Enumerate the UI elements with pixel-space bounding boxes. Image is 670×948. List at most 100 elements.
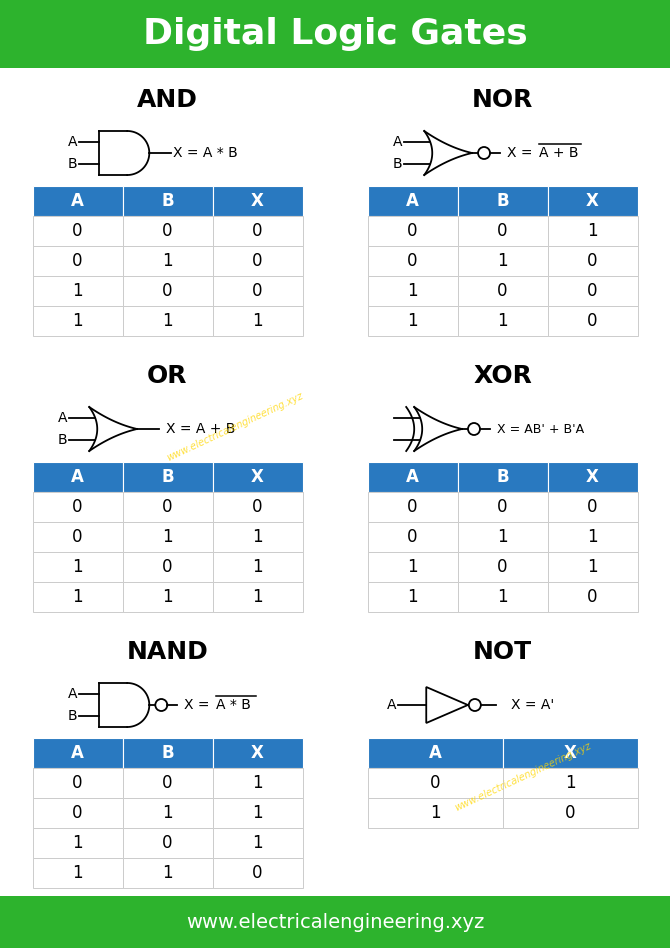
Text: 0: 0 — [407, 222, 418, 240]
Bar — [212, 552, 302, 582]
Circle shape — [155, 699, 168, 711]
Text: 0: 0 — [162, 282, 173, 300]
Bar — [123, 462, 212, 492]
Text: B: B — [68, 709, 77, 723]
Text: 1: 1 — [497, 588, 508, 606]
Text: 1: 1 — [252, 528, 263, 546]
Bar — [458, 276, 547, 306]
Text: 1: 1 — [252, 558, 263, 576]
Bar — [123, 798, 212, 828]
Text: B: B — [161, 192, 174, 210]
Text: 1: 1 — [72, 834, 83, 852]
Text: 0: 0 — [72, 804, 83, 822]
Text: 0: 0 — [497, 222, 508, 240]
Bar — [212, 858, 302, 888]
Text: 0: 0 — [252, 282, 263, 300]
Bar — [212, 492, 302, 522]
Bar — [123, 552, 212, 582]
Text: A: A — [406, 192, 419, 210]
Text: 1: 1 — [587, 528, 598, 546]
Bar — [547, 276, 637, 306]
Text: X = A * B: X = A * B — [174, 146, 238, 160]
Text: 1: 1 — [72, 312, 83, 330]
Bar — [33, 522, 123, 552]
Text: 0: 0 — [252, 498, 263, 516]
Text: 1: 1 — [162, 312, 173, 330]
Text: NOR: NOR — [472, 88, 533, 112]
Bar — [458, 582, 547, 612]
Text: 0: 0 — [587, 312, 598, 330]
Text: X: X — [586, 192, 599, 210]
Bar — [33, 216, 123, 246]
Text: 1: 1 — [407, 558, 418, 576]
Text: 1: 1 — [429, 804, 440, 822]
Text: A * B: A * B — [216, 698, 251, 712]
Text: A: A — [68, 135, 77, 149]
Text: 0: 0 — [497, 498, 508, 516]
Bar — [547, 306, 637, 336]
Text: 0: 0 — [162, 222, 173, 240]
Text: X = A': X = A' — [511, 698, 554, 712]
Text: X: X — [251, 744, 264, 762]
Bar — [502, 798, 637, 828]
Bar — [123, 828, 212, 858]
Text: 1: 1 — [162, 252, 173, 270]
Bar — [123, 276, 212, 306]
Text: 0: 0 — [587, 282, 598, 300]
Text: X =: X = — [507, 146, 537, 160]
Text: 1: 1 — [587, 558, 598, 576]
Text: A: A — [58, 411, 67, 425]
Bar — [502, 738, 637, 768]
Bar — [212, 582, 302, 612]
Text: B: B — [58, 433, 67, 447]
Bar — [547, 462, 637, 492]
Text: 1: 1 — [72, 282, 83, 300]
Text: 0: 0 — [407, 498, 418, 516]
Bar — [0, 896, 670, 948]
Text: 0: 0 — [252, 252, 263, 270]
Text: 1: 1 — [497, 312, 508, 330]
Bar — [368, 798, 502, 828]
Text: A: A — [71, 468, 84, 486]
Text: B: B — [496, 192, 509, 210]
Text: 0: 0 — [407, 252, 418, 270]
Bar — [123, 858, 212, 888]
Bar — [368, 522, 458, 552]
Bar — [458, 492, 547, 522]
Text: 1: 1 — [72, 588, 83, 606]
Bar — [123, 492, 212, 522]
Text: 0: 0 — [407, 528, 418, 546]
Text: www.electricalengineering.xyz: www.electricalengineering.xyz — [453, 741, 592, 813]
Bar — [368, 582, 458, 612]
Text: 0: 0 — [565, 804, 576, 822]
Text: 1: 1 — [72, 864, 83, 882]
Text: www.electricalengineering.xyz: www.electricalengineering.xyz — [165, 391, 304, 463]
Text: 1: 1 — [407, 588, 418, 606]
Text: B: B — [496, 468, 509, 486]
Bar — [33, 768, 123, 798]
Bar — [368, 492, 458, 522]
Text: A: A — [68, 687, 77, 701]
Text: 0: 0 — [72, 528, 83, 546]
Text: X: X — [586, 468, 599, 486]
Bar — [212, 306, 302, 336]
Bar — [458, 552, 547, 582]
Bar — [458, 186, 547, 216]
Bar — [33, 276, 123, 306]
Bar — [33, 246, 123, 276]
Bar — [123, 246, 212, 276]
Bar — [212, 186, 302, 216]
Bar — [33, 492, 123, 522]
Text: X: X — [251, 192, 264, 210]
Text: 0: 0 — [162, 834, 173, 852]
Text: 0: 0 — [587, 252, 598, 270]
Text: 0: 0 — [429, 774, 440, 792]
Text: X =: X = — [184, 698, 214, 712]
Bar — [212, 738, 302, 768]
Bar — [0, 0, 670, 68]
Bar — [368, 216, 458, 246]
Text: 0: 0 — [587, 588, 598, 606]
Bar — [547, 216, 637, 246]
Text: 1: 1 — [252, 834, 263, 852]
Bar — [33, 582, 123, 612]
